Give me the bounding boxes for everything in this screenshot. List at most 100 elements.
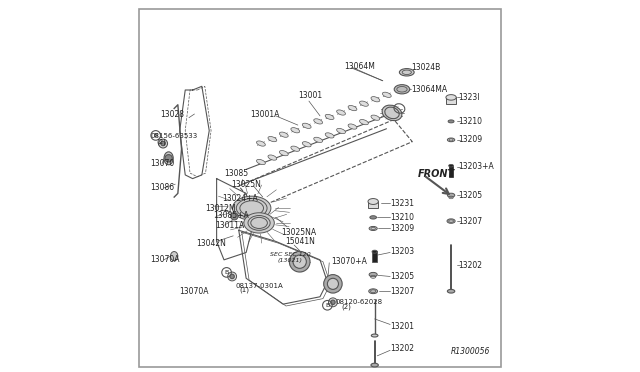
Ellipse shape [371,334,378,337]
Ellipse shape [383,92,391,97]
Circle shape [328,278,339,289]
Text: 13209: 13209 [458,135,483,144]
Text: B: B [325,303,330,308]
Circle shape [230,212,238,220]
Text: 13024B: 13024B [411,63,440,72]
Text: 13205: 13205 [458,191,483,200]
Circle shape [328,298,337,307]
Ellipse shape [257,159,266,165]
Ellipse shape [371,363,378,367]
Text: 13203: 13203 [390,247,414,256]
Text: 13042N: 13042N [196,239,226,248]
Text: (13021): (13021) [278,258,303,263]
Bar [446,97,456,104]
Text: 13012M: 13012M [205,203,236,213]
Text: 13202: 13202 [390,344,414,353]
Ellipse shape [369,227,377,231]
Text: 13070: 13070 [150,159,175,169]
Ellipse shape [383,110,391,116]
Ellipse shape [369,289,378,294]
Circle shape [165,155,172,162]
Ellipse shape [268,155,276,160]
Text: SEC SEC 120: SEC SEC 120 [270,252,311,257]
Circle shape [159,139,168,148]
Ellipse shape [372,250,377,253]
Ellipse shape [268,137,276,142]
Text: 13086: 13086 [150,183,174,192]
Text: 13025NA: 13025NA [281,228,316,237]
Ellipse shape [325,133,334,138]
Circle shape [230,274,234,279]
Text: 13085+A: 13085+A [213,211,249,220]
Ellipse shape [446,94,456,100]
Ellipse shape [314,119,323,124]
Text: 08137-0301A: 08137-0301A [235,283,283,289]
Text: (2): (2) [341,304,351,310]
Circle shape [161,141,165,146]
Bar [368,201,378,208]
Text: 13064M: 13064M [344,61,375,71]
Circle shape [324,275,342,293]
Ellipse shape [370,216,376,219]
Text: 15041N: 15041N [285,237,315,246]
Ellipse shape [371,115,380,120]
Bar [372,251,377,262]
Text: 13028: 13028 [160,109,184,119]
Ellipse shape [280,132,288,137]
Ellipse shape [257,141,266,146]
Ellipse shape [448,120,454,123]
Circle shape [228,272,237,281]
Ellipse shape [368,199,378,205]
Text: 13209: 13209 [390,224,414,233]
Text: 1323I: 1323I [458,93,480,102]
Text: 13001A: 13001A [250,109,279,119]
Text: 13064MA: 13064MA [411,85,447,94]
Text: 13205: 13205 [390,272,414,281]
Bar [449,166,454,177]
Text: 13207: 13207 [458,217,483,225]
Text: 13231: 13231 [390,199,414,208]
Text: B: B [154,133,158,138]
Ellipse shape [348,124,357,129]
Text: 13070+A: 13070+A [331,257,367,266]
Text: R1300056: R1300056 [451,347,490,356]
Ellipse shape [449,164,454,167]
Circle shape [289,251,310,272]
Ellipse shape [337,128,346,134]
Text: 13202: 13202 [458,261,483,270]
Ellipse shape [325,114,334,119]
Ellipse shape [348,106,357,111]
Text: FRONT: FRONT [418,169,455,179]
Text: 13210: 13210 [390,213,414,222]
Text: (1): (1) [239,287,250,294]
Text: (2): (2) [157,138,166,145]
Ellipse shape [371,97,380,102]
Circle shape [293,255,307,268]
Ellipse shape [170,251,178,261]
Ellipse shape [447,219,455,223]
Text: 13001: 13001 [298,91,322,100]
Text: 08120-62028: 08120-62028 [335,299,383,305]
Ellipse shape [447,138,455,142]
Ellipse shape [382,105,402,121]
Ellipse shape [164,152,173,165]
Ellipse shape [399,68,414,76]
Ellipse shape [232,196,271,220]
Ellipse shape [360,101,369,106]
Ellipse shape [369,272,377,277]
Ellipse shape [337,110,346,115]
Text: 13070A: 13070A [180,287,209,296]
Ellipse shape [244,213,275,233]
Text: 13210: 13210 [458,117,483,126]
Text: 13203+A: 13203+A [458,162,494,171]
Ellipse shape [291,146,300,151]
Ellipse shape [302,142,311,147]
Ellipse shape [394,85,410,94]
Ellipse shape [302,123,311,128]
Ellipse shape [447,289,455,293]
Text: 13070A: 13070A [150,255,180,264]
Text: 13024+A: 13024+A [222,195,258,203]
Ellipse shape [291,128,300,133]
Text: 13201: 13201 [390,322,414,331]
Text: 13011A: 13011A [215,221,244,230]
